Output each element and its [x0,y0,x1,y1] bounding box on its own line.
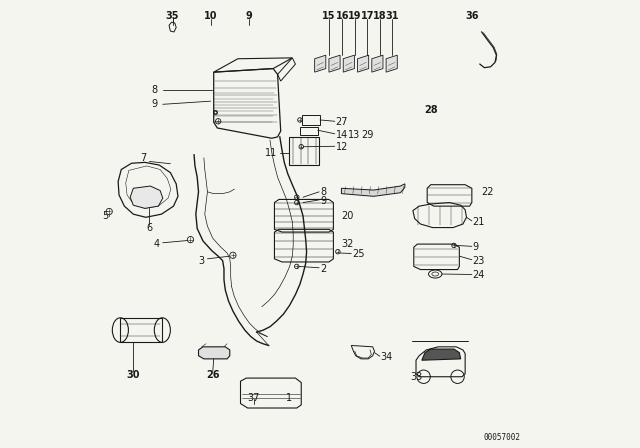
Text: 00057002: 00057002 [484,433,521,442]
Polygon shape [372,55,383,72]
Text: 32: 32 [341,239,354,249]
Text: 8: 8 [152,85,158,95]
Text: 33: 33 [410,372,422,382]
Text: 30: 30 [127,370,140,380]
Text: 25: 25 [352,250,365,259]
Text: 28: 28 [424,105,438,115]
Text: 6: 6 [147,223,152,233]
Text: 29: 29 [361,129,374,140]
Text: 7: 7 [140,153,147,163]
Polygon shape [198,347,230,359]
Text: 36: 36 [465,11,479,22]
Text: 20: 20 [341,211,354,221]
Text: 2: 2 [320,264,326,274]
Polygon shape [329,55,340,72]
Text: 5: 5 [102,211,108,221]
Polygon shape [130,186,163,208]
Bar [302,115,320,125]
Polygon shape [422,349,461,360]
Text: 13: 13 [348,129,360,140]
Text: 26: 26 [206,370,220,380]
Polygon shape [358,55,369,72]
Polygon shape [341,184,405,196]
Bar [289,138,319,165]
Text: 8: 8 [320,187,326,197]
Polygon shape [343,55,355,72]
Bar [300,127,318,135]
Text: 19: 19 [348,11,362,22]
Polygon shape [315,55,326,72]
Text: 9: 9 [320,196,326,206]
Text: 3: 3 [198,256,205,266]
Bar [120,318,163,342]
Text: 24: 24 [473,270,485,280]
Text: 22: 22 [482,187,494,197]
Text: 21: 21 [473,217,485,227]
Text: 11: 11 [266,147,278,158]
Text: 34: 34 [381,352,393,362]
Text: 23: 23 [473,256,485,266]
Text: 15: 15 [322,11,336,22]
Text: 16: 16 [335,11,349,22]
Text: 12: 12 [335,142,348,152]
Text: 17: 17 [360,11,374,22]
Text: 27: 27 [335,117,348,127]
Text: 4: 4 [154,239,160,249]
Text: 37: 37 [248,393,260,403]
Text: 14: 14 [335,129,348,140]
Text: 10: 10 [204,11,218,22]
Text: 35: 35 [166,11,179,22]
Polygon shape [386,55,397,72]
Text: 1: 1 [285,393,292,403]
Text: 18: 18 [373,11,387,22]
Text: 31: 31 [386,11,399,22]
Text: 9: 9 [152,99,158,109]
Text: 9: 9 [245,11,252,22]
Text: 9: 9 [473,242,479,252]
